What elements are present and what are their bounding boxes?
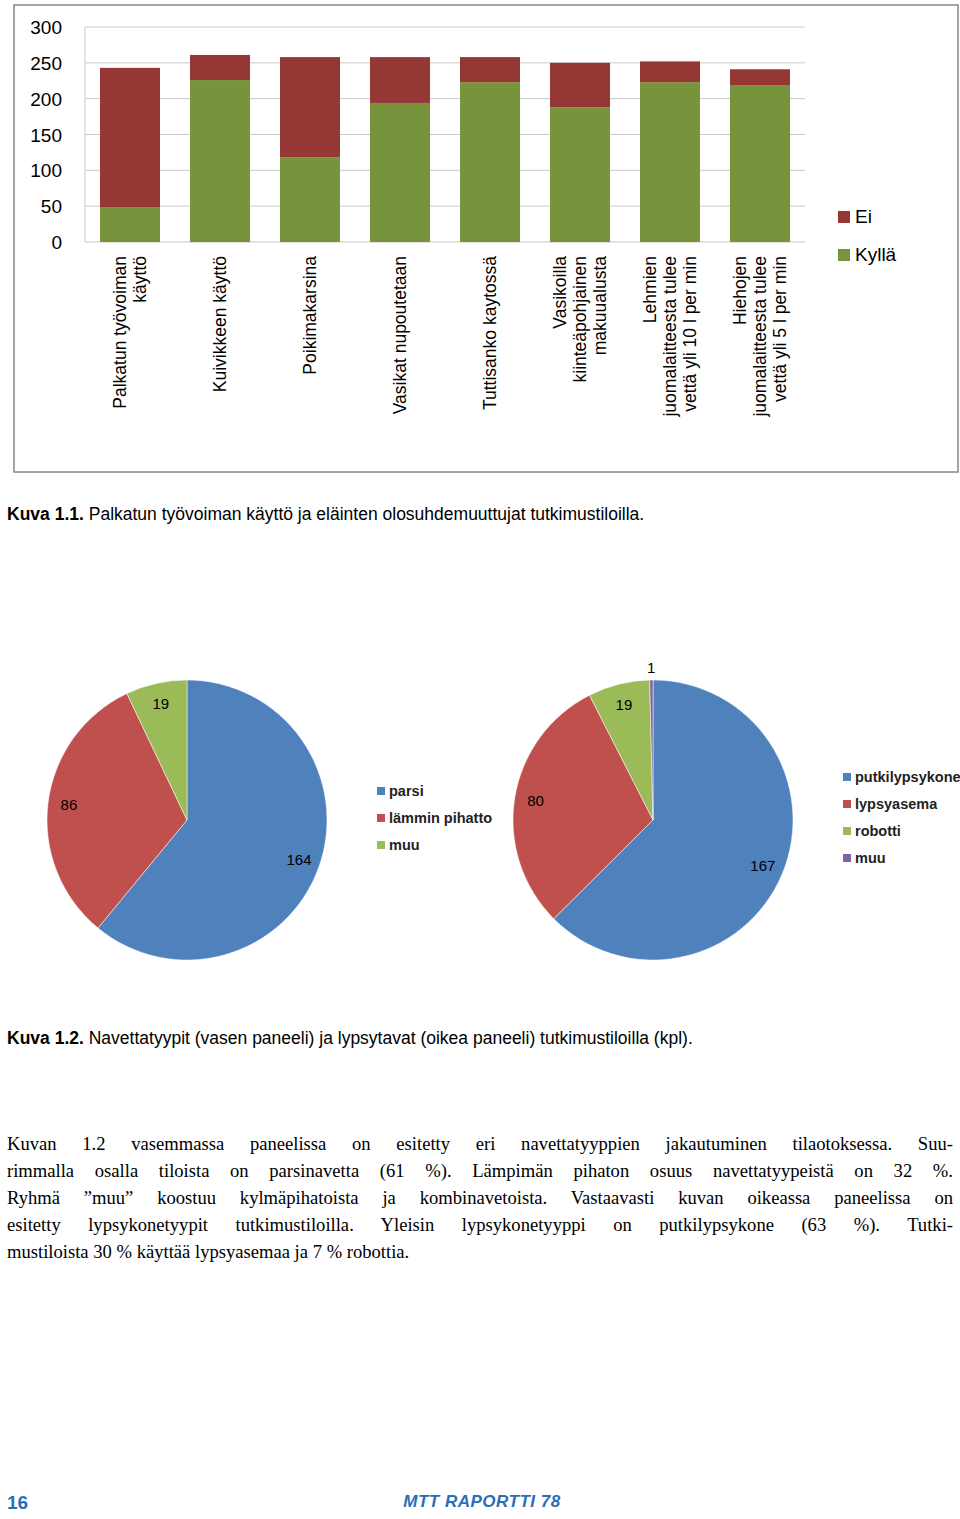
data-label: 19 [616,696,633,713]
data-label: 86 [61,796,78,813]
x-tick-label: Kuivikkeen käyttö [210,256,230,392]
report-series: MTT RAPORTTI 78 [0,1492,960,1512]
y-tick-label: 250 [30,53,62,74]
legend-swatch [843,854,851,862]
legend-label: Kyllä [855,244,897,265]
legend-swatch [843,827,851,835]
bar-segment [460,82,520,242]
bar-segment [460,57,520,82]
bar-segment [550,63,610,107]
label-line: Poikimakarsina [300,256,320,375]
bar-segment [730,69,790,85]
caption-text: Navettatyypit (vasen paneeli) ja lypsyta… [89,1028,693,1048]
x-tick-label: Vasikoillakiinteäpohjainenmakuualusta [550,256,610,383]
caption: Kuva 1.2. Navettatyypit (vasen paneeli) … [7,1028,693,1049]
label-line: Vasikat nupoutetaan [390,256,410,414]
grid-line [85,27,805,28]
bar-segment [100,208,160,242]
x-tick-label: Palkatun työvoimankäyttö [110,256,150,409]
label-line: vettä yli 10 l per min [680,256,700,412]
bar-segment [640,61,700,82]
paragraph-line: Kuvan 1.2 vasemmassa paneelissa on esite… [7,1130,953,1157]
y-tick-label: 300 [30,17,62,38]
bar-segment [280,57,340,157]
y-tick-label: 50 [41,196,62,217]
legend-label: putkilypsykone [855,769,960,785]
label-line: juomalaitteesta tulee [660,256,680,418]
paragraph-line: Ryhmä ”muu” koostuu kylmäpihatoista ja k… [7,1184,953,1211]
label-line: Tuttisanko kaytossä [480,256,500,410]
chart-frame [14,5,958,472]
y-tick-label: 0 [51,232,62,253]
legend-swatch [377,841,385,849]
legend-swatch [843,800,851,808]
pie-slice [590,680,653,820]
paragraph-line: esitetty lypsykonetyypit tutkimustiloill… [7,1211,953,1238]
paragraph: Kuvan 1.2 vasemmassa paneelissa on esite… [7,1130,953,1265]
legend-swatch [843,773,851,781]
label-line: Lehmien [640,256,660,323]
y-tick-label: 150 [30,125,62,146]
x-tick-label: Hiehojenjuomalaitteesta tuleevettä yli 5… [730,256,790,418]
legend-label: parsi [389,783,424,799]
bar-segment [370,57,430,103]
bar-segment [100,68,160,208]
caption: Kuva 1.1. Palkatun työvoiman käyttö ja e… [7,504,644,525]
bar-segment [190,55,250,80]
bar-segment [550,107,610,242]
legend-swatch [838,211,850,223]
x-tick-label: Poikimakarsina [300,256,320,375]
label-line: kiinteäpohjainen [570,256,590,383]
data-label: 1 [647,659,655,676]
data-label: 19 [152,695,169,712]
legend-label: muu [855,850,886,866]
legend-swatch [838,249,850,261]
legend-label: lypsyasema [855,796,938,812]
caption-label: Kuva 1.2. [7,1028,84,1048]
data-label: 164 [286,851,311,868]
page-number: 16 [7,1492,28,1514]
caption-label: Kuva 1.1. [7,504,84,524]
legend-label: muu [389,837,420,853]
y-tick-label: 100 [30,160,62,181]
y-axis [85,27,86,242]
pie [47,680,327,960]
pie-slice [650,680,653,820]
data-label: 80 [527,792,544,809]
x-tick-label: Lehmienjuomalaitteesta tuleevettä yli 10… [640,256,700,418]
bar-segment [370,103,430,242]
label-line: Hiehojen [730,256,750,325]
legend-label: lämmin pihatto [389,810,492,826]
paragraph-line: rimmalla osalla tiloista on parsinavetta… [7,1157,953,1184]
label-line: vettä yli 5 l per min [770,256,790,402]
bar-segment [730,85,790,242]
legend-swatch [377,787,385,795]
legend-label: Ei [855,206,872,227]
label-line: käyttö [130,256,150,303]
legend-swatch [377,814,385,822]
paragraph-line: mustiloista 30 % käyttää lypsyasemaa ja … [7,1238,953,1265]
caption-text: Palkatun työvoiman käyttö ja eläinten ol… [89,504,644,524]
label-line: Kuivikkeen käyttö [210,256,230,392]
bars [100,55,790,242]
y-tick-label: 200 [30,89,62,110]
pie [513,680,793,960]
bar-segment [640,82,700,242]
x-tick-label: Vasikat nupoutetaan [390,256,410,414]
label-line: Palkatun työvoiman [110,256,130,409]
x-tick-label: Tuttisanko kaytossä [480,256,500,410]
charts: 0 50 100 150 200 250 300 Palkatun työvoimankäyt… [0,0,960,1130]
label-line: juomalaitteesta tulee [750,256,770,418]
data-label: 167 [750,857,775,874]
pie-slice [127,680,187,820]
label-line: Vasikoilla [550,256,570,329]
bar-segment [190,80,250,242]
legend-label: robotti [855,823,901,839]
label-line: makuualusta [590,256,610,355]
bar-segment [280,157,340,242]
